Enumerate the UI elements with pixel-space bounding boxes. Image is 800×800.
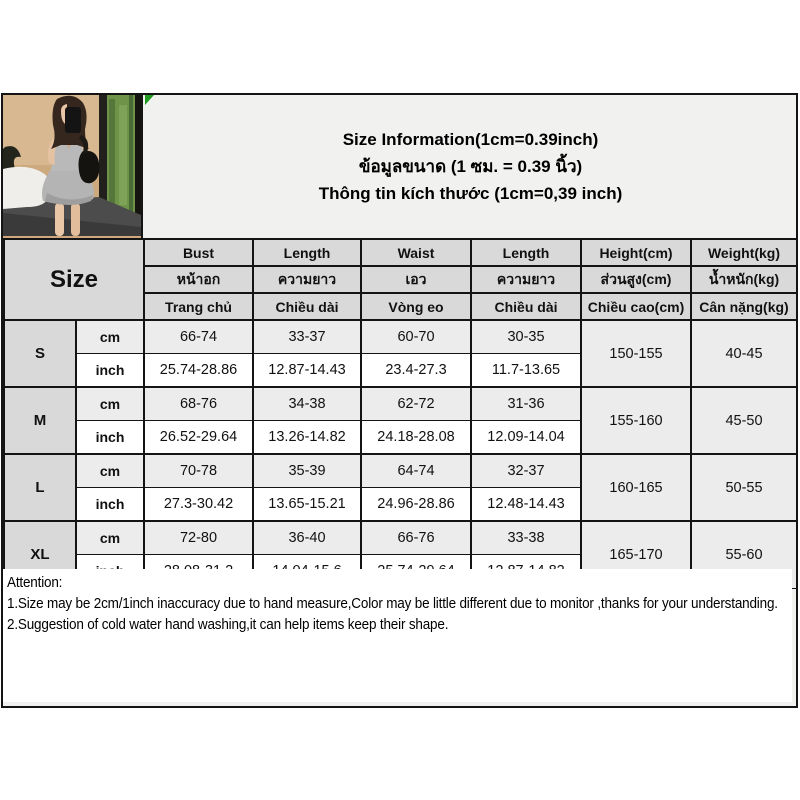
col-header-bust-th: หน้าอก	[143, 265, 254, 294]
attention-note-2: 2.Suggestion of cold water hand washing,…	[7, 616, 449, 633]
measurement-cell: 68-76	[143, 386, 254, 421]
measurement-cell: 66-76	[360, 520, 472, 555]
col-header-height-th: ส่วนสูง(cm)	[580, 265, 692, 294]
unit-cell-cm: cm	[75, 520, 145, 555]
col-header-length-en: Length	[252, 238, 362, 267]
title-area: Size Information(1cm=0.39inch) ข้อมูลขนา…	[145, 95, 796, 238]
measurement-cell: 60-70	[360, 319, 472, 354]
measurement-cell: 64-74	[360, 453, 472, 488]
attention-section: Attention: 1.Size may be 2cm/1inch inacc…	[3, 569, 792, 702]
size-chart-panel: Size Information(1cm=0.39inch) ข้อมูลขนา…	[1, 93, 798, 708]
col-header-length2-th: ความยาว	[470, 265, 582, 294]
size-info-title-vi: Thông tin kích thước (1cm=0,39 inch)	[318, 184, 623, 203]
size-label-s: S	[3, 319, 77, 388]
measurement-cell: 34-38	[252, 386, 362, 421]
unit-cell-inch: inch	[75, 487, 145, 522]
col-header-weight-th: น้ำหนัก(kg)	[690, 265, 798, 294]
col-header-length2-vi: Chiều dài	[470, 292, 582, 321]
col-header-weight-vi: Cân nặng(kg)	[690, 292, 798, 321]
col-header-bust-en: Bust	[143, 238, 254, 267]
measurement-cell: 72-80	[143, 520, 254, 555]
green-corner-marker-icon	[145, 95, 154, 105]
attention-heading: Attention:	[7, 574, 63, 591]
col-header-waist-en: Waist	[360, 238, 472, 267]
height-cell-s: 150-155	[580, 319, 692, 388]
weight-cell-m: 45-50	[690, 386, 798, 455]
size-label-l: L	[3, 453, 77, 522]
measurement-cell: 12.48-14.43	[470, 487, 582, 522]
size-info-title-en: Size Information(1cm=0.39inch)	[342, 130, 599, 149]
measurement-cell: 27.3-30.42	[143, 487, 254, 522]
weight-cell-s: 40-45	[690, 319, 798, 388]
product-photo-illustration	[3, 95, 141, 236]
col-header-length-th: ความยาว	[252, 265, 362, 294]
attention-note-1: 1.Size may be 2cm/1inch inaccuracy due t…	[7, 595, 778, 612]
unit-cell-cm: cm	[75, 319, 145, 354]
product-photo	[3, 95, 143, 238]
measurement-cell: 23.4-27.3	[360, 353, 472, 388]
measurement-cell: 33-37	[252, 319, 362, 354]
measurement-cell: 66-74	[143, 319, 254, 354]
unit-cell-inch: inch	[75, 353, 145, 388]
measurement-cell: 26.52-29.64	[143, 420, 254, 455]
height-cell-m: 155-160	[580, 386, 692, 455]
size-info-title-th: ข้อมูลขนาด (1 ซม. = 0.39 นิ้ว)	[358, 157, 583, 176]
measurement-cell: 36-40	[252, 520, 362, 555]
size-table: Size Bust Length Waist Length Height(cm)…	[3, 238, 798, 589]
size-label-m: M	[3, 386, 77, 455]
size-table-wrap: Size Bust Length Waist Length Height(cm)…	[3, 238, 798, 589]
col-header-waist-th: เอว	[360, 265, 472, 294]
measurement-cell: 12.09-14.04	[470, 420, 582, 455]
size-corner-cell: Size	[3, 238, 145, 321]
col-header-length2-en: Length	[470, 238, 582, 267]
measurement-cell: 31-36	[470, 386, 582, 421]
measurement-cell: 24.96-28.86	[360, 487, 472, 522]
unit-cell-inch: inch	[75, 420, 145, 455]
weight-cell-l: 50-55	[690, 453, 798, 522]
measurement-cell: 25.74-28.86	[143, 353, 254, 388]
col-header-height-en: Height(cm)	[580, 238, 692, 267]
height-cell-l: 160-165	[580, 453, 692, 522]
col-header-height-vi: Chiều cao(cm)	[580, 292, 692, 321]
measurement-cell: 32-37	[470, 453, 582, 488]
measurement-cell: 11.7-13.65	[470, 353, 582, 388]
measurement-cell: 35-39	[252, 453, 362, 488]
attention-text: Attention: 1.Size may be 2cm/1inch inacc…	[7, 572, 780, 635]
measurement-cell: 24.18-28.08	[360, 420, 472, 455]
measurement-cell: 70-78	[143, 453, 254, 488]
measurement-cell: 13.26-14.82	[252, 420, 362, 455]
col-header-waist-vi: Vòng eo	[360, 292, 472, 321]
measurement-cell: 62-72	[360, 386, 472, 421]
measurement-cell: 30-35	[470, 319, 582, 354]
measurement-cell: 12.87-14.43	[252, 353, 362, 388]
unit-cell-cm: cm	[75, 453, 145, 488]
measurement-cell: 13.65-15.21	[252, 487, 362, 522]
unit-cell-cm: cm	[75, 386, 145, 421]
col-header-length-vi: Chiều dài	[252, 292, 362, 321]
col-header-weight-en: Weight(kg)	[690, 238, 798, 267]
measurement-cell: 33-38	[470, 520, 582, 555]
col-header-bust-vi: Trang chủ	[143, 292, 254, 321]
